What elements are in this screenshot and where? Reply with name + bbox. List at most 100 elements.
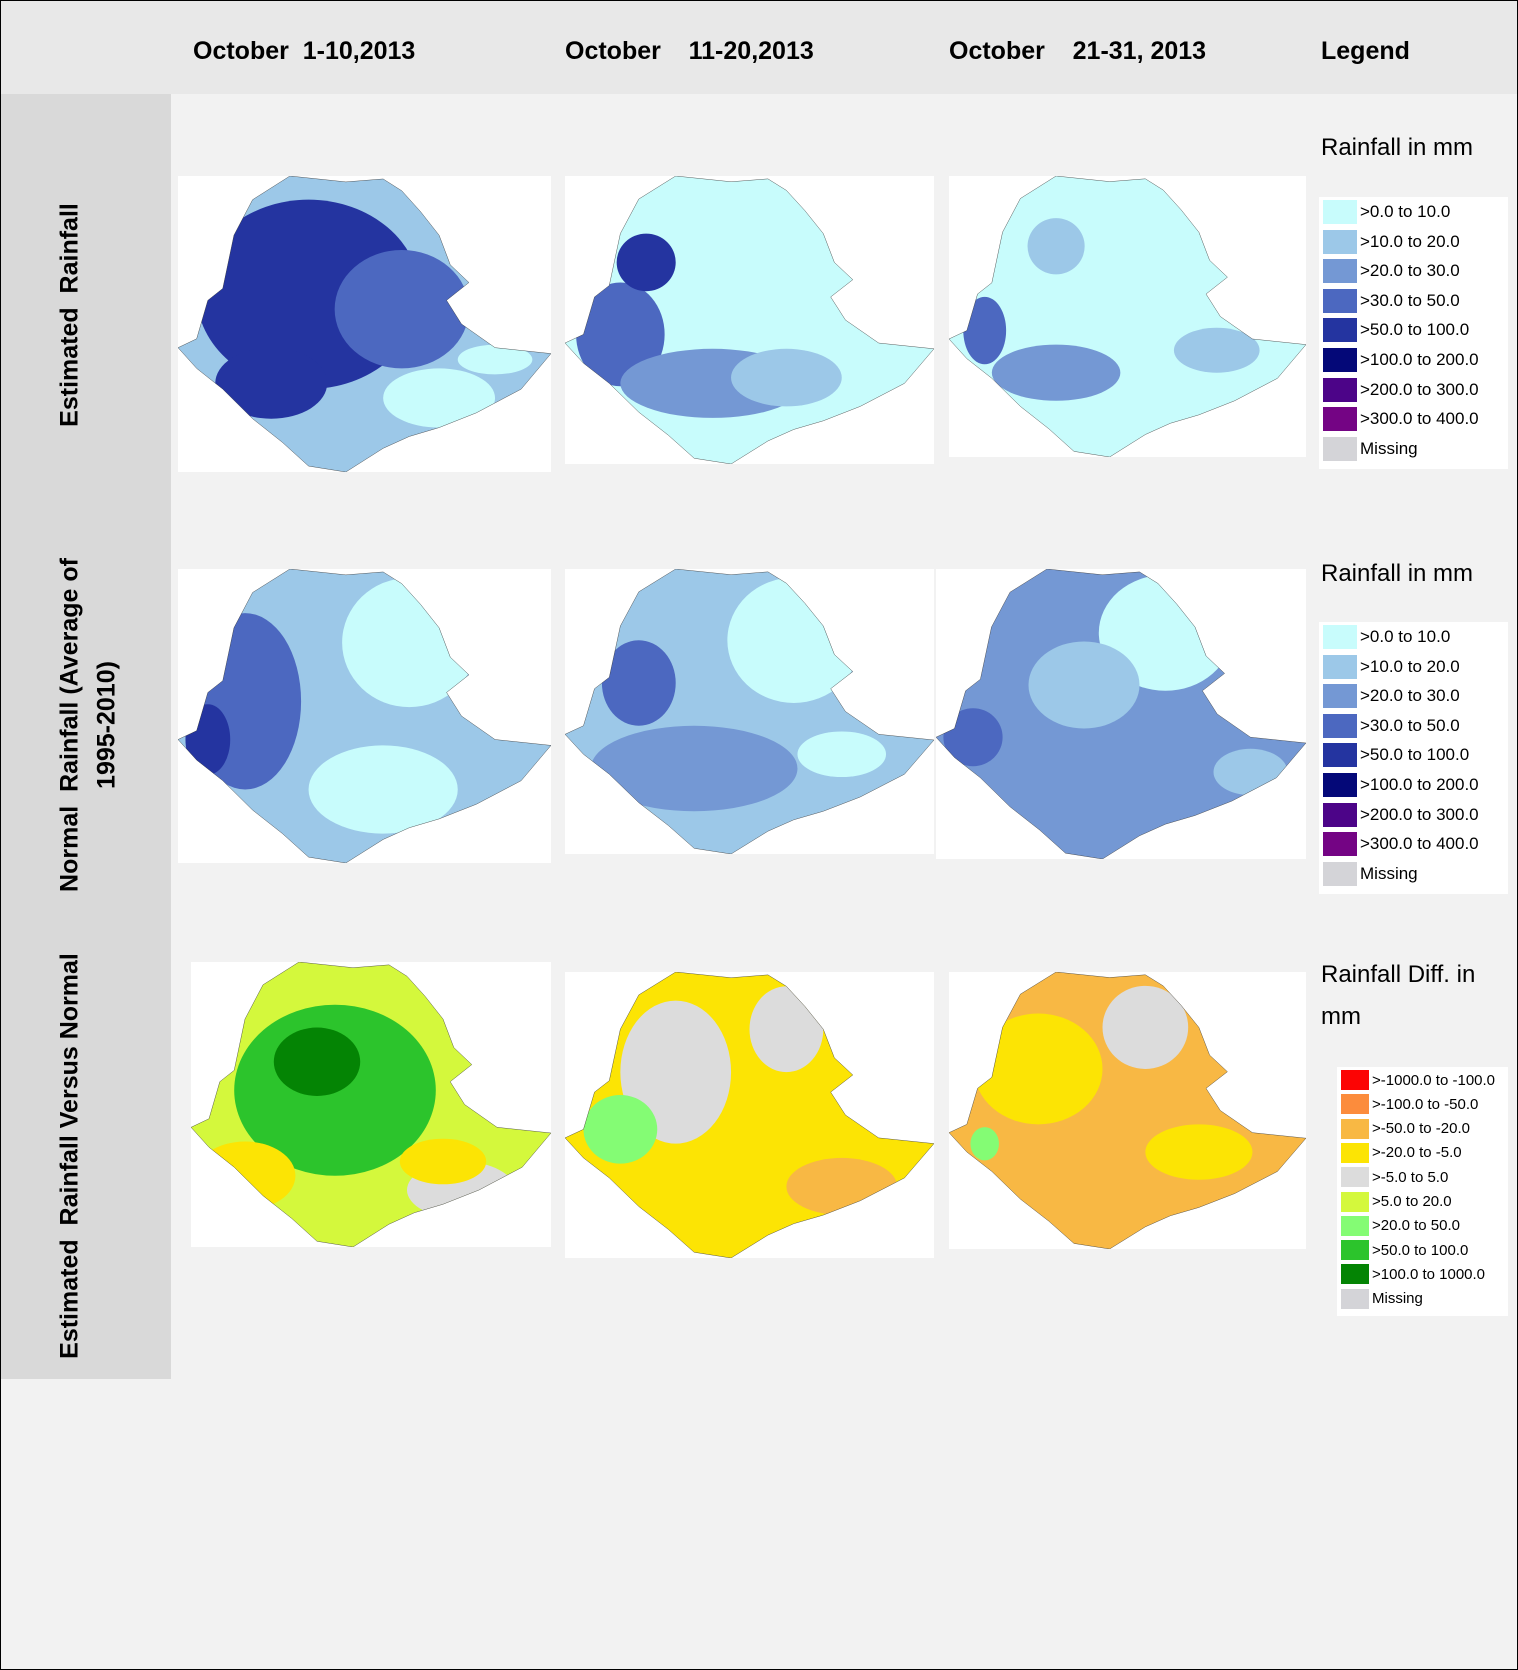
region-blob xyxy=(970,1127,999,1160)
map xyxy=(191,962,551,1247)
legend-label: >0.0 to 10.0 xyxy=(1360,202,1450,222)
legend-item: >20.0 to 50.0 xyxy=(1341,1216,1460,1236)
legend-swatch xyxy=(1323,230,1357,254)
legend-title: Rainfall in mm xyxy=(1321,553,1506,595)
legend-swatch xyxy=(1323,862,1357,886)
column-title: October 11-20,2013 xyxy=(565,37,814,66)
legend: >0.0 to 10.0 >10.0 to 20.0 >20.0 to 30.0 >3… xyxy=(1319,197,1508,469)
legend-item: >30.0 to 50.0 xyxy=(1323,714,1460,738)
legend-label: >10.0 to 20.0 xyxy=(1360,232,1460,252)
column-title: October 21-31, 2013 xyxy=(949,37,1206,66)
legend-item: >5.0 to 20.0 xyxy=(1341,1192,1452,1212)
legend-label: >30.0 to 50.0 xyxy=(1360,716,1460,736)
legend-item: >-100.0 to -50.0 xyxy=(1341,1094,1478,1114)
legend-label: >100.0 to 200.0 xyxy=(1360,775,1479,795)
legend-label: >10.0 to 20.0 xyxy=(1360,657,1460,677)
legend: >-1000.0 to -100.0 >-100.0 to -50.0 >-50.0… xyxy=(1337,1067,1508,1316)
legend-item: >0.0 to 10.0 xyxy=(1323,200,1450,224)
region-blob xyxy=(1029,642,1140,729)
legend-swatch xyxy=(1323,289,1357,313)
legend-label: >20.0 to 30.0 xyxy=(1360,261,1460,281)
legend-label: >30.0 to 50.0 xyxy=(1360,291,1460,311)
legend-label: >0.0 to 10.0 xyxy=(1360,627,1450,647)
legend-swatch xyxy=(1323,259,1357,283)
region-blob xyxy=(215,348,327,419)
legend-item: >0.0 to 10.0 xyxy=(1323,625,1450,649)
legend-label: Missing xyxy=(1372,1290,1423,1307)
legend-swatch xyxy=(1341,1192,1369,1212)
column-title: Legend xyxy=(1321,37,1410,66)
region-blob xyxy=(342,578,476,707)
legend-swatch xyxy=(1341,1070,1369,1090)
region-blob xyxy=(185,704,230,775)
legend-item: >-20.0 to -5.0 xyxy=(1341,1143,1462,1163)
region-blob xyxy=(602,640,676,726)
legend-swatch xyxy=(1341,1167,1369,1187)
legend-label: >100.0 to 200.0 xyxy=(1360,350,1479,370)
legend-item: >100.0 to 200.0 xyxy=(1323,773,1479,797)
legend-label: >-100.0 to -50.0 xyxy=(1372,1096,1478,1113)
legend-swatch xyxy=(1341,1240,1369,1260)
legend-swatch xyxy=(1323,378,1357,402)
region-blob xyxy=(1103,986,1189,1069)
map xyxy=(565,176,934,464)
legend-swatch xyxy=(1323,773,1357,797)
map xyxy=(565,972,934,1258)
legend-label: >-20.0 to -5.0 xyxy=(1372,1144,1462,1161)
legend-label: >-50.0 to -20.0 xyxy=(1372,1120,1470,1137)
legend-item: >50.0 to 100.0 xyxy=(1323,743,1469,767)
legend-swatch xyxy=(1323,318,1357,342)
region-blob xyxy=(1174,328,1260,373)
region-blob xyxy=(963,297,1006,364)
legend-label: >200.0 to 300.0 xyxy=(1360,380,1479,400)
legend-item: >20.0 to 30.0 xyxy=(1323,684,1460,708)
region-blob xyxy=(1145,1124,1252,1179)
legend-item: >200.0 to 300.0 xyxy=(1323,378,1479,402)
legend-item: >100.0 to 200.0 xyxy=(1323,348,1479,372)
legend-item: >10.0 to 20.0 xyxy=(1323,655,1460,679)
legend-swatch xyxy=(1323,625,1357,649)
legend-label: Missing xyxy=(1360,439,1418,459)
legend-label: >-5.0 to 5.0 xyxy=(1372,1169,1448,1186)
legend-label: >50.0 to 100.0 xyxy=(1360,745,1469,765)
region-blob xyxy=(943,708,1002,766)
legend-label: >50.0 to 100.0 xyxy=(1360,320,1469,340)
region-blob xyxy=(274,1028,360,1096)
legend-swatch xyxy=(1341,1289,1369,1309)
legend-item: Missing xyxy=(1341,1289,1423,1309)
legend-swatch xyxy=(1341,1264,1369,1284)
legend-swatch xyxy=(1323,743,1357,767)
legend-swatch xyxy=(1323,348,1357,372)
region-blob xyxy=(383,368,495,427)
legend-item: >-5.0 to 5.0 xyxy=(1341,1167,1448,1187)
legend-item: >50.0 to 100.0 xyxy=(1323,318,1469,342)
region-blob xyxy=(797,731,886,777)
legend-item: >20.0 to 30.0 xyxy=(1323,259,1460,283)
legend-swatch xyxy=(1341,1119,1369,1139)
legend-swatch xyxy=(1323,407,1357,431)
legend-swatch xyxy=(1323,684,1357,708)
region-blob xyxy=(974,1014,1103,1125)
map xyxy=(178,569,551,863)
legend-swatch xyxy=(1341,1216,1369,1236)
region-blob xyxy=(400,1139,486,1185)
legend-item: >300.0 to 400.0 xyxy=(1323,407,1479,431)
region-blob xyxy=(727,578,860,703)
legend-label: >50.0 to 100.0 xyxy=(1372,1242,1468,1259)
legend-item: >30.0 to 50.0 xyxy=(1323,289,1460,313)
legend-item: >10.0 to 20.0 xyxy=(1323,230,1460,254)
region-blob xyxy=(731,349,842,407)
map xyxy=(936,569,1306,859)
legend: >0.0 to 10.0 >10.0 to 20.0 >20.0 to 30.0 >3… xyxy=(1319,622,1508,894)
legend-swatch xyxy=(1323,200,1357,224)
legend-label: >20.0 to 30.0 xyxy=(1360,686,1460,706)
legend-swatch xyxy=(1341,1094,1369,1114)
legend-item: >-1000.0 to -100.0 xyxy=(1341,1070,1495,1090)
legend-swatch xyxy=(1323,832,1357,856)
legend-title: Rainfall in mm xyxy=(1321,127,1506,169)
region-blob xyxy=(309,745,458,833)
legend-title: Rainfall Diff. in mm xyxy=(1321,954,1506,1038)
legend-item: Missing xyxy=(1323,437,1418,461)
legend-item: >100.0 to 1000.0 xyxy=(1341,1264,1485,1284)
region-blob xyxy=(195,1142,296,1210)
